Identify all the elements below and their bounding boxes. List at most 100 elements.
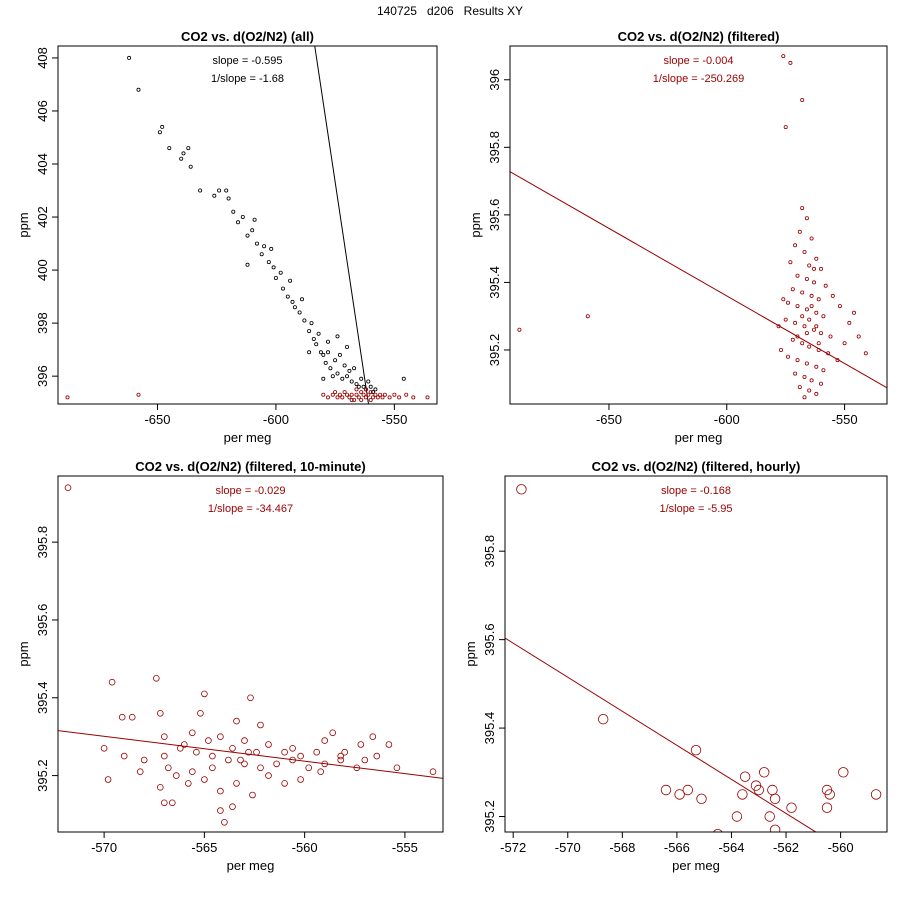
y-axis-label: ppm — [468, 212, 483, 237]
data-point-10-minute — [185, 780, 192, 787]
data-point-10-minute — [233, 780, 240, 787]
data-point-10-minute — [229, 744, 236, 752]
data-point-filtered — [366, 392, 371, 397]
data-point-filtered — [863, 351, 868, 356]
data-point-10-minute — [305, 764, 313, 772]
data-point-10-minute — [257, 721, 264, 729]
data-point-all — [297, 310, 302, 315]
data-point-filtered — [363, 395, 368, 400]
data-point-10-minute — [161, 799, 168, 807]
data-point-10-minute — [369, 733, 377, 740]
data-point-all — [181, 151, 186, 156]
data-point-filtered — [804, 361, 809, 366]
y-tick-label: 398 — [35, 312, 50, 334]
data-point-10-minute — [217, 787, 224, 795]
data-point-filtered — [800, 290, 805, 295]
data-point-10-minute — [165, 764, 172, 772]
data-point-10-minute — [108, 678, 116, 686]
data-point-filtered — [847, 320, 852, 325]
data-point-filtered — [804, 331, 809, 336]
data-point-10-minute — [193, 748, 200, 756]
data-point-all — [335, 371, 340, 376]
data-point-10-minute — [161, 752, 168, 760]
data-point-filtered — [795, 304, 800, 309]
data-point-all — [273, 275, 278, 280]
data-point-all — [356, 384, 361, 389]
data-point-filtered — [802, 324, 807, 329]
data-point-filtered — [373, 392, 378, 397]
y-axis-label: ppm — [16, 212, 31, 237]
data-point-filtered — [812, 327, 817, 332]
chart-panel-4: CO2 vs. d(O2/N2) (filtered, hourly) slope… — [463, 459, 888, 873]
x-tick-label: -550 — [832, 412, 858, 427]
data-point-filtered — [333, 390, 338, 395]
data-point-all — [198, 188, 203, 193]
data-point-filtered — [804, 216, 809, 221]
data-point-10-minute — [281, 780, 288, 787]
data-point-hourly — [767, 784, 778, 796]
data-point-10-minute — [281, 748, 288, 756]
data-point-hourly — [769, 793, 781, 805]
data-point-filtered — [816, 347, 821, 352]
data-point-all — [136, 87, 141, 92]
data-point-all — [245, 233, 250, 238]
data-point-filtered — [804, 307, 809, 312]
data-point-filtered — [359, 390, 364, 395]
chart-panel-2: CO2 vs. d(O2/N2) (filtered) slope = -0.00… — [468, 29, 888, 445]
data-point-hourly — [516, 484, 527, 495]
y-tick-label: 395.6 — [482, 623, 497, 656]
y-tick-label: 396 — [35, 365, 50, 387]
data-point-all — [344, 344, 349, 349]
annotation-2: 1/slope = -34.467 — [208, 503, 293, 515]
data-point-filtered — [585, 314, 590, 319]
x-tick-label: -560 — [828, 840, 854, 855]
data-point-10-minute — [136, 768, 144, 775]
data-point-10-minute — [361, 756, 369, 764]
data-point-all — [325, 350, 330, 355]
chart-title: CO2 vs. d(O2/N2) (filtered, hourly) — [592, 459, 801, 474]
data-point-filtered — [804, 276, 809, 281]
data-point-filtered — [800, 98, 805, 103]
data-point-hourly — [786, 802, 797, 813]
data-point-all — [309, 321, 314, 326]
data-point-filtered — [814, 391, 819, 396]
y-tick-label: 395.2 — [482, 800, 497, 833]
y-tick-label: 404 — [35, 153, 50, 175]
data-point-filtered — [800, 206, 805, 211]
data-point-10-minute — [197, 709, 204, 717]
x-tick-label: -550 — [381, 412, 407, 427]
data-point-10-minute — [237, 756, 244, 764]
x-tick-label: -572 — [500, 840, 526, 855]
data-point-hourly — [598, 714, 609, 725]
data-point-filtered — [814, 256, 819, 261]
data-point-filtered — [776, 324, 781, 329]
data-point-filtered — [807, 344, 812, 349]
data-point-all — [266, 260, 271, 265]
data-point-filtered — [802, 395, 807, 400]
data-point-filtered — [816, 297, 821, 302]
data-point-filtered — [370, 395, 375, 400]
data-point-10-minute — [189, 729, 196, 737]
data-point-all — [314, 342, 319, 347]
data-point-filtered — [814, 364, 819, 369]
y-tick-label: 395.4 — [482, 712, 497, 745]
data-point-filtered — [340, 395, 345, 400]
data-point-filtered — [830, 293, 835, 298]
data-point-10-minute — [373, 752, 381, 760]
y-axis-label: ppm — [463, 641, 478, 666]
data-point-filtered — [378, 392, 383, 397]
data-point-all — [368, 384, 373, 389]
x-tick-label: -570 — [555, 840, 581, 855]
data-point-10-minute — [317, 768, 325, 775]
data-point-filtered — [819, 381, 824, 386]
data-point-filtered — [819, 331, 824, 336]
fit-line-group — [510, 54, 887, 400]
data-point-hourly — [753, 784, 765, 796]
data-point-all — [217, 188, 222, 193]
data-point-all — [321, 376, 326, 381]
data-point-all — [323, 360, 328, 365]
data-point-hourly — [674, 789, 685, 800]
data-point-all — [373, 387, 378, 392]
data-point-10-minute — [217, 733, 224, 740]
